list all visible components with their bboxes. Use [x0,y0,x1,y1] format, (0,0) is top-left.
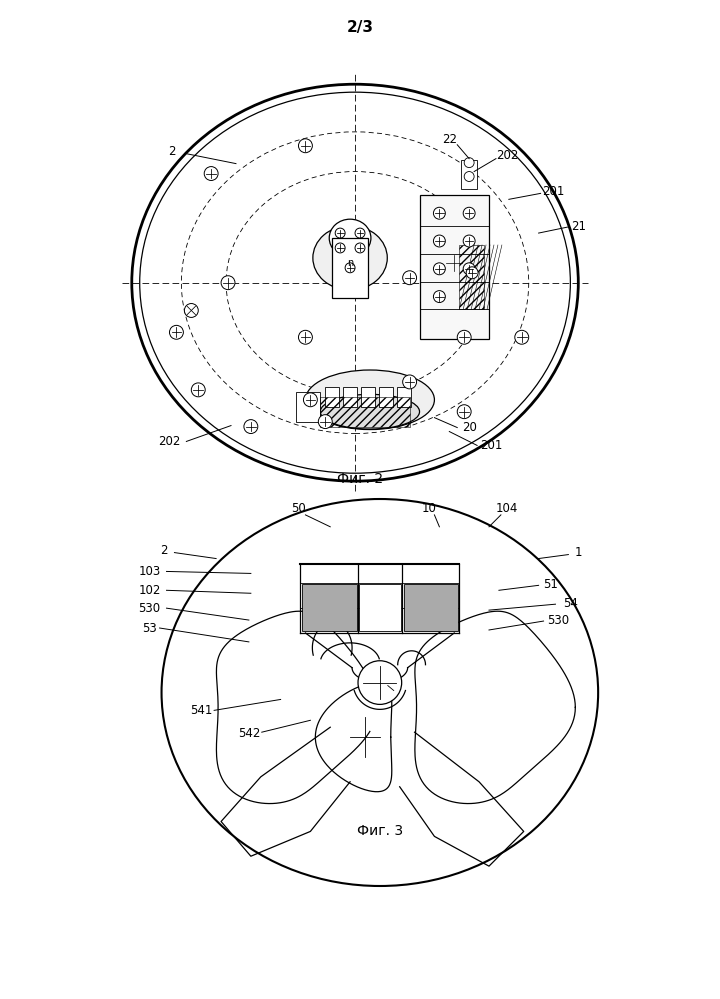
Bar [459,245,484,310]
Text: 53: 53 [143,621,157,634]
Circle shape [204,167,218,181]
Circle shape [463,263,475,275]
Circle shape [336,228,345,238]
Ellipse shape [132,84,578,482]
Text: 201: 201 [542,185,564,198]
Bar [302,584,357,631]
Bar [462,160,477,190]
Ellipse shape [329,219,371,257]
Circle shape [192,383,205,397]
Text: 542: 542 [238,726,260,739]
Text: n: n [347,258,354,268]
Text: 541: 541 [190,704,212,717]
Text: 104: 104 [495,502,518,515]
Text: 202: 202 [158,435,181,448]
Circle shape [299,331,312,345]
Text: 530: 530 [547,613,570,626]
Ellipse shape [313,226,387,290]
Circle shape [457,405,471,419]
Circle shape [299,139,312,153]
Circle shape [318,415,332,429]
Text: Фиг. 2: Фиг. 2 [337,473,383,487]
Circle shape [463,207,475,219]
Circle shape [402,271,417,285]
Circle shape [433,235,446,247]
Text: 51: 51 [543,577,558,590]
Circle shape [244,420,258,434]
Bar [343,387,357,407]
Text: 10: 10 [422,502,437,515]
Circle shape [463,235,475,247]
Circle shape [345,263,355,273]
Bar [397,387,410,407]
Bar [295,392,320,422]
Text: 21: 21 [571,220,586,233]
Bar [420,196,489,340]
Bar [359,584,401,631]
Text: 201: 201 [480,439,502,452]
Text: 1: 1 [575,546,582,559]
Circle shape [402,375,417,389]
Text: 530: 530 [138,601,161,614]
Ellipse shape [161,500,598,886]
Circle shape [466,267,478,279]
Circle shape [433,291,446,303]
Circle shape [433,263,446,275]
Circle shape [515,331,528,345]
Bar [404,584,458,631]
Text: 54: 54 [563,596,578,609]
Circle shape [184,304,198,318]
Text: 202: 202 [495,149,518,162]
Text: 22: 22 [442,133,456,146]
Circle shape [464,172,474,182]
Circle shape [358,660,402,704]
Bar [325,387,339,407]
Text: 2: 2 [168,145,175,158]
Bar [361,387,375,407]
Circle shape [457,331,471,345]
Bar [320,397,410,427]
Circle shape [355,243,365,253]
Text: Фиг. 3: Фиг. 3 [357,824,403,838]
Bar [332,238,368,298]
Circle shape [221,276,235,290]
Circle shape [303,393,318,407]
Circle shape [464,158,474,168]
Bar [379,387,392,407]
Text: 2: 2 [160,544,167,557]
Circle shape [433,207,446,219]
Ellipse shape [320,395,420,429]
Text: 102: 102 [138,583,161,596]
Text: 20: 20 [462,421,477,434]
Text: 2/3: 2/3 [346,20,374,35]
Text: 50: 50 [291,502,306,515]
Ellipse shape [305,370,434,430]
Circle shape [169,326,184,340]
Circle shape [355,228,365,238]
Circle shape [336,243,345,253]
Text: 103: 103 [138,565,161,578]
